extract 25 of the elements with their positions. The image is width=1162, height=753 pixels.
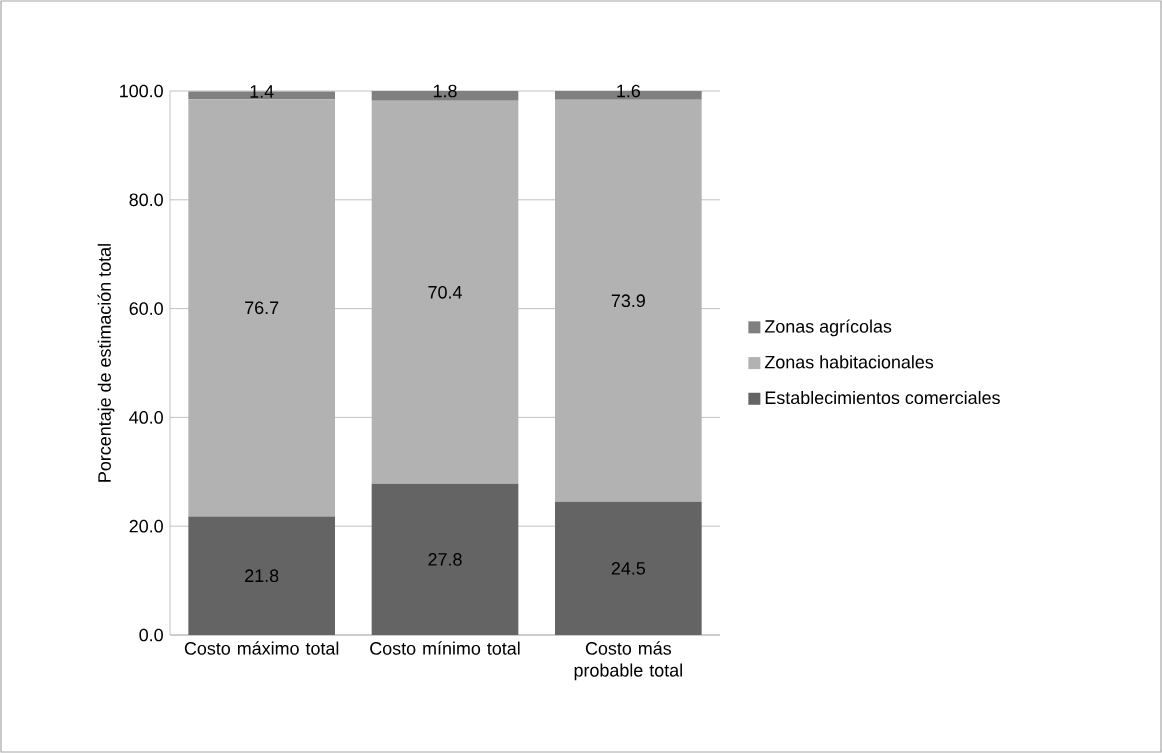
y-axis-title: Porcentaje de estimación total (97, 244, 115, 482)
bar (188, 516, 336, 635)
legend-label: Establecimientos comerciales (765, 390, 1000, 405)
data-label: 27.8 (428, 553, 462, 566)
bar (555, 501, 702, 635)
x-tick-label: Costo más probable total (574, 641, 682, 681)
data-label: 24.5 (611, 562, 646, 575)
y-tick-label: 40.0 (129, 411, 163, 424)
y-tick-label: 60.0 (129, 302, 163, 315)
y-tick-label: 100.0 (120, 84, 163, 98)
x-tick-label: Costo máximo total (184, 641, 339, 655)
bar (371, 100, 519, 484)
data-label: 76.7 (245, 301, 279, 315)
y-tick-label: 20.0 (129, 519, 163, 533)
x-tick-label: Costo mínimo total (370, 641, 520, 655)
data-label: 70.4 (428, 285, 462, 299)
legend-label: Zonas agrícolas (764, 319, 892, 337)
bar (555, 99, 702, 502)
bar (188, 99, 336, 517)
bar (371, 483, 519, 635)
data-label: 73.9 (611, 294, 645, 308)
y-tick-label: 80.0 (129, 193, 163, 207)
legend-label: Zonas habitacionales (764, 355, 934, 369)
y-tick-label: 0.0 (139, 628, 163, 642)
data-label: 21.8 (245, 569, 279, 583)
